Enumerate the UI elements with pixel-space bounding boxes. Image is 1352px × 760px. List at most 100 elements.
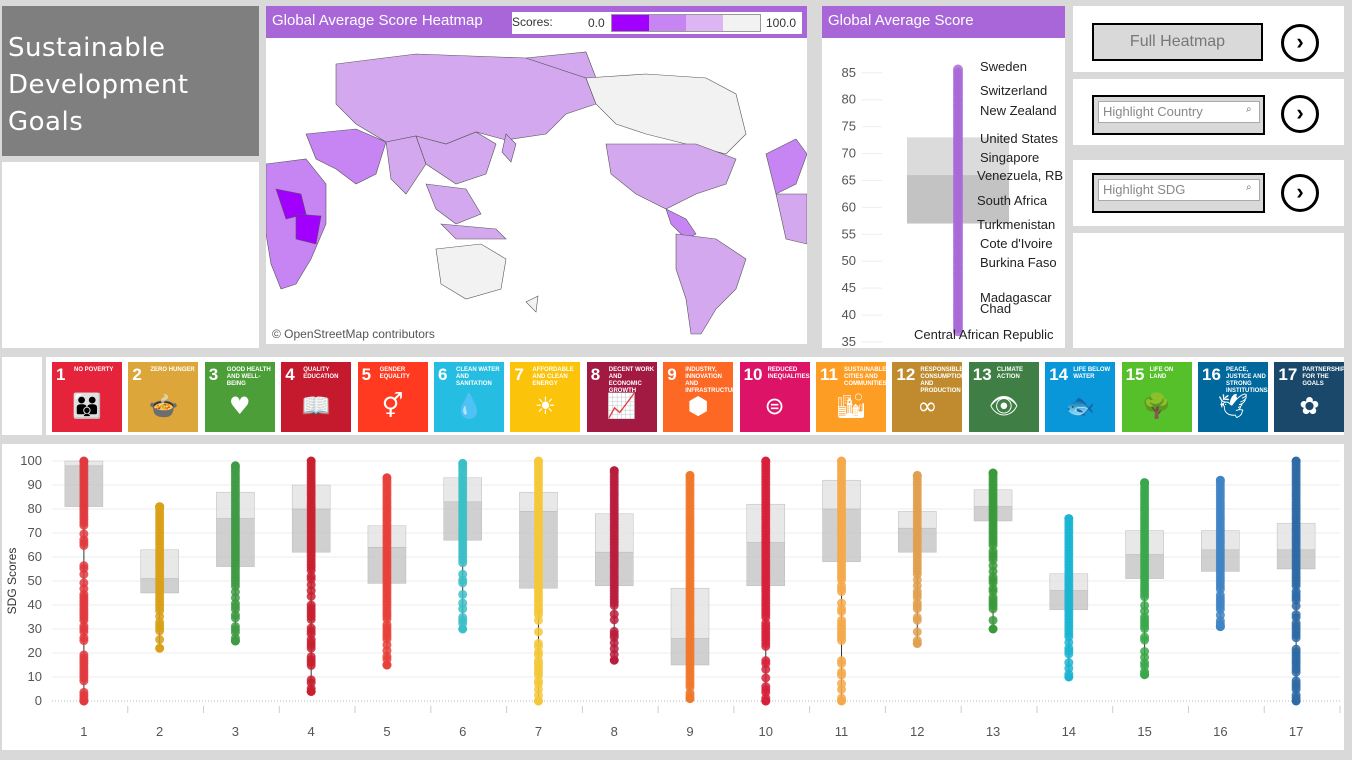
data-point[interactable] [686,694,695,703]
sdg-tile-1[interactable]: 1 No poverty 👪 [52,362,122,432]
data-point[interactable] [79,457,88,466]
data-point[interactable] [307,624,316,633]
data-point[interactable] [1064,673,1073,682]
data-point[interactable] [458,570,467,579]
data-point[interactable] [155,644,164,653]
data-point[interactable] [837,599,846,608]
data-point[interactable] [534,639,543,648]
sdg-tile-15[interactable]: 15 Life on land 🌳 [1122,362,1192,432]
data-point[interactable] [1064,658,1073,667]
data-point[interactable] [307,601,316,610]
data-point[interactable] [837,679,846,688]
data-point[interactable] [534,627,543,636]
data-point[interactable] [610,466,619,475]
data-point[interactable] [382,661,391,670]
data-point[interactable] [231,637,240,646]
data-point[interactable] [1140,670,1149,679]
data-point[interactable] [761,697,770,706]
data-point[interactable] [231,461,240,470]
data-point[interactable] [79,697,88,706]
data-point[interactable] [79,561,88,570]
sdg-tile-2[interactable]: 2 Zero hunger 🍲 [128,362,198,432]
sdg-tile-3[interactable]: 3 Good health and well-being ♥ [205,362,275,432]
sdg-tile-4[interactable]: 4 Quality education 📖 [281,362,351,432]
sdg-tile-14[interactable]: 14 Life below water 🐟 [1045,362,1115,432]
data-point[interactable] [231,622,240,631]
data-point[interactable] [1292,645,1301,654]
data-point[interactable] [989,616,998,625]
data-point[interactable] [307,457,316,466]
data-point[interactable] [610,656,619,665]
highlight-sdg-input[interactable]: Highlight SDG [1098,179,1260,201]
data-point[interactable] [761,673,770,682]
data-point[interactable] [913,613,922,622]
data-point[interactable] [989,625,998,634]
country-label: Switzerland [980,83,1047,98]
data-point[interactable] [155,502,164,511]
data-point[interactable] [458,599,467,608]
data-point[interactable] [458,590,467,599]
data-point[interactable] [79,650,88,659]
full-heatmap-button[interactable]: Full Heatmap [1092,23,1263,61]
data-point[interactable] [761,656,770,665]
data-point[interactable] [534,457,543,466]
data-point[interactable] [761,682,770,691]
sdg-tile-6[interactable]: 6 Clean water and sanitation 💧 [434,362,504,432]
data-point[interactable] [458,459,467,468]
sdg-tile-12[interactable]: 12 Responsible consumption and production… [892,362,962,432]
country-point[interactable] [953,65,963,75]
sdg-tile-8[interactable]: 8 Decent work and economic growth 📈 [587,362,657,432]
highlight-sdg-go-button[interactable]: › [1281,174,1319,212]
sdg-tile-10[interactable]: 10 Reduced inequalities ⊜ [740,362,810,432]
sdg-tile-9[interactable]: 9 Industry, innovation and infrastructure… [663,362,733,432]
data-point[interactable] [79,578,88,587]
data-point[interactable] [610,610,619,619]
data-point[interactable] [1140,478,1149,487]
sdg-tile-13[interactable]: 13 Climate action 👁 [969,362,1039,432]
data-point[interactable] [1292,610,1301,619]
sdg-tile-17[interactable]: 17 Partnerships for the goals ✿ [1274,362,1344,432]
data-point[interactable] [913,639,922,648]
data-point[interactable] [1064,514,1073,523]
sdg-boxplot-chart[interactable]: 0102030405060708090100SDG Scores1 2 3 4 5 6 7 8… [2,444,1344,750]
data-point[interactable] [837,656,846,665]
data-point[interactable] [307,652,316,661]
highlight-country-go-button[interactable]: › [1281,95,1319,133]
blank-panel-left [2,162,259,348]
data-point[interactable] [458,625,467,634]
data-point[interactable] [382,473,391,482]
data-point[interactable] [1140,647,1149,656]
data-point[interactable] [610,627,619,636]
data-point[interactable] [761,457,770,466]
data-point[interactable] [1292,676,1301,685]
data-point[interactable] [837,616,846,625]
full-heatmap-go-button[interactable]: › [1281,24,1319,62]
data-point[interactable] [155,635,164,644]
global-average-chart[interactable]: 85 80 75 70 65 60 55 50 45 40 35 Sweden Switzerland N… [822,42,1065,348]
data-point[interactable] [913,471,922,480]
world-map[interactable]: © OpenStreetMap contributors [266,44,807,344]
data-point[interactable] [79,529,88,538]
data-point[interactable] [1140,633,1149,642]
data-point[interactable] [1216,622,1225,631]
data-point[interactable] [1216,476,1225,485]
sdg-tile-5[interactable]: 5 Gender equality ⚥ [358,362,428,432]
data-point[interactable] [837,457,846,466]
data-point[interactable] [989,469,998,478]
data-point[interactable] [458,613,467,622]
data-point[interactable] [79,688,88,697]
sdg-tile-16[interactable]: 16 Peace, justice and strong institutions… [1198,362,1268,432]
sdg-tile-11[interactable]: 11 Sustainable cities and communities 🏙 [816,362,886,432]
data-point[interactable] [913,627,922,636]
data-point[interactable] [307,687,316,696]
data-point[interactable] [1140,601,1149,610]
data-point[interactable] [1292,457,1301,466]
data-point[interactable] [837,668,846,677]
data-point[interactable] [686,471,695,480]
highlight-country-input[interactable]: Highlight Country [1098,101,1260,123]
data-point[interactable] [534,697,543,706]
data-point[interactable] [307,675,316,684]
sdg-tile-7[interactable]: 7 Affordable and clean energy ☀ [510,362,580,432]
data-point[interactable] [1292,697,1301,706]
data-point[interactable] [837,697,846,706]
